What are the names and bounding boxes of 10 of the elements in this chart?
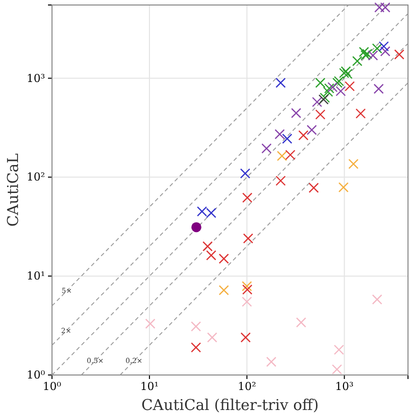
y-tick-label: 10⁰ — [26, 368, 46, 382]
y-axis-title: CAutiCaL — [4, 153, 22, 227]
x-tick-label: 10³ — [335, 380, 354, 393]
y-tick-label: 10³ — [26, 72, 45, 85]
y-tick-label: 10¹ — [26, 270, 45, 283]
x-tick-label: 10¹ — [140, 380, 159, 393]
x-tick-label: 10² — [238, 380, 256, 393]
x-tick-label: 10⁰ — [42, 380, 62, 393]
x-axis-title: CAutiCal (filter-triv off) — [141, 396, 319, 414]
y-tick-label: 10² — [26, 170, 45, 184]
